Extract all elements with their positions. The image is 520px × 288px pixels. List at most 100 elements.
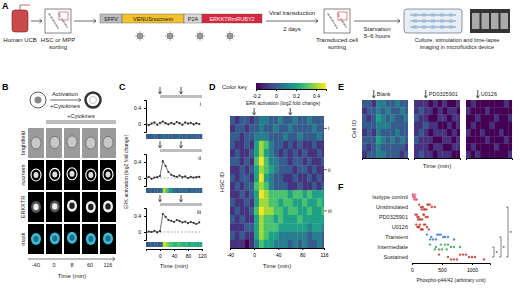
- heat-strip-cell: [168, 188, 171, 193]
- heatmap-cell: [447, 107, 452, 115]
- label: Phospho-p44/42 (arbitrary unit): [416, 277, 486, 283]
- tick-mark: [316, 89, 317, 91]
- heatmap-cell: [475, 144, 480, 152]
- heat-strip-cell: [191, 188, 194, 193]
- heatmap-cell: [307, 232, 312, 241]
- heatmap-cell: [376, 136, 381, 144]
- tick-mark: [442, 263, 443, 265]
- mask-nucleus: [52, 235, 57, 241]
- heatmap-cell: [244, 141, 249, 150]
- micrograph: [64, 128, 80, 158]
- facs-dot: [345, 26, 346, 27]
- tick-label: 116: [321, 252, 329, 258]
- tick-label: 0: [253, 252, 256, 258]
- tick: 0: [411, 263, 414, 273]
- heat-strip-cell: [149, 134, 152, 139]
- point: [453, 246, 455, 248]
- heatmap-cell: [423, 129, 428, 137]
- heatmap-cell: [386, 151, 391, 158]
- heatmap-cell: [302, 166, 307, 175]
- point: [187, 123, 189, 125]
- heatmap-cell: [264, 232, 269, 241]
- heatmap-cell: [283, 207, 288, 216]
- heatmap-cell: [317, 199, 322, 208]
- heatmap-cell: [428, 100, 433, 108]
- heatmap-cell: [249, 182, 254, 191]
- point: [412, 193, 414, 195]
- micrograph-frame: [46, 192, 62, 222]
- heatmap-cell: [395, 136, 400, 144]
- heatmap-cell: [456, 100, 460, 108]
- heatmap-cell: [499, 100, 504, 108]
- heatmap-cell: [414, 100, 419, 108]
- heatmap-cell: [414, 144, 419, 152]
- membrane: [31, 169, 41, 181]
- tick-mark: [188, 249, 189, 251]
- heatmap-cell: [480, 151, 485, 158]
- point: [447, 243, 449, 245]
- heatmap-cell: [312, 141, 317, 150]
- point: [412, 196, 414, 198]
- heatmap-cell: [244, 133, 249, 142]
- tick-label: 40: [276, 252, 282, 258]
- label: SFFV: [104, 16, 118, 22]
- heatmap-cell: [452, 107, 457, 115]
- tick-label: 0.4: [134, 213, 141, 219]
- category-label: Transient: [385, 234, 408, 240]
- heatmap-cell: [273, 199, 278, 208]
- heatmap-cell: [499, 151, 504, 158]
- heatmap-cell: [278, 157, 283, 166]
- heatmap-cell: [249, 157, 254, 166]
- heat-strip-cell: [191, 242, 194, 247]
- micrograph-frame: [46, 224, 62, 254]
- tick-label: 0: [138, 121, 141, 127]
- heatmap-cell: [278, 215, 283, 224]
- construct-element: [122, 14, 184, 23]
- heatmap-cell: [235, 116, 240, 125]
- point: [193, 222, 195, 224]
- point: [414, 193, 416, 195]
- facs-dot: [61, 18, 62, 19]
- heatmap-cell: [499, 144, 504, 152]
- point: [193, 123, 195, 125]
- heatmap-cell: [317, 149, 322, 158]
- tick-label: 40: [172, 253, 178, 259]
- heatmap-cell: [433, 144, 438, 152]
- tick-mark: [144, 124, 146, 125]
- arrow: [74, 19, 96, 23]
- heatmap-cell: [490, 129, 495, 137]
- heatmap-cell: [297, 133, 302, 142]
- heatmap-cell: [297, 166, 302, 175]
- stimulus-bar: [160, 203, 202, 206]
- heatmap-cell: [438, 136, 443, 144]
- heatmap-cell: [499, 136, 504, 144]
- heatmap-cell: [381, 115, 386, 123]
- heatmap-cell: [273, 133, 278, 142]
- heat-strip-cell: [199, 188, 202, 193]
- heatmap-cell: [452, 144, 457, 152]
- heatmap-cell: [480, 129, 485, 137]
- heatmap-cell: [433, 115, 438, 123]
- heatmap-cell: [490, 151, 495, 158]
- heatmap-cell: [283, 199, 288, 208]
- heatmap-cell: [400, 151, 405, 158]
- cell-outline: [86, 93, 101, 108]
- heatmap-cell: [249, 149, 254, 158]
- chamber: [422, 26, 426, 29]
- heatmap-cell: [490, 144, 495, 152]
- arrow: [50, 98, 81, 102]
- heatmap-cell: [381, 129, 386, 137]
- heatmap-cell: [283, 240, 288, 248]
- heatmap-cell: [273, 232, 278, 241]
- micrograph-frame: [28, 160, 44, 190]
- point: [184, 121, 186, 123]
- heat-strip-cell: [185, 134, 188, 139]
- arrow: [289, 108, 292, 115]
- heatmap-cell: [249, 166, 254, 175]
- heatmap-cell: [456, 136, 460, 144]
- heatmap-cell: [452, 122, 457, 130]
- heatmap-cell: [433, 129, 438, 137]
- heatmap-cell: [475, 100, 480, 108]
- heatmap-cell: [438, 100, 443, 108]
- heatmap-cell: [322, 174, 324, 183]
